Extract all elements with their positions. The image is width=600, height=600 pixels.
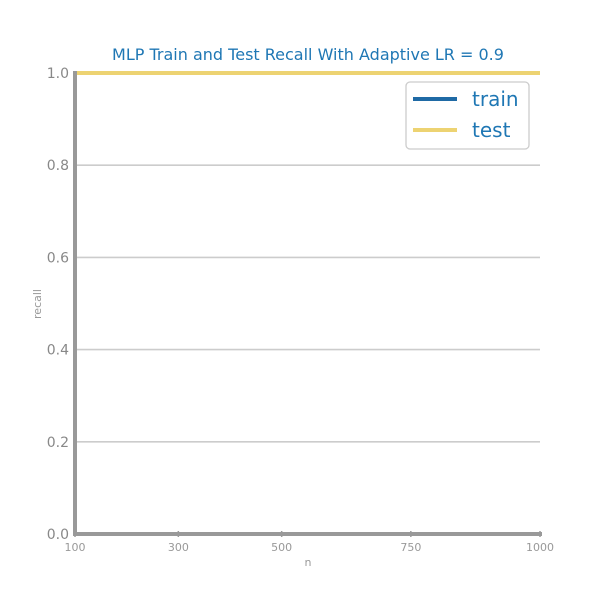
legend-label-test: test <box>472 118 511 142</box>
chart-title: MLP Train and Test Recall With Adaptive … <box>112 45 504 64</box>
y-tick-label: 1.0 <box>47 66 69 82</box>
y-tick-label: 0.6 <box>47 250 69 266</box>
tick-labels: 0.0 0.2 0.4 0.6 0.8 1.0 100 300 500 750 1000 <box>47 66 554 554</box>
axes <box>73 71 542 537</box>
x-tick-label: 1000 <box>526 541 554 554</box>
y-tick-label: 0.4 <box>47 343 69 359</box>
x-tick-label: 500 <box>271 541 292 554</box>
x-tick-label: 750 <box>400 541 421 554</box>
y-tick-label: 0.8 <box>47 158 69 174</box>
legend: train test <box>405 81 530 150</box>
y-tick-label: 0.0 <box>47 527 69 543</box>
legend-label-train: train <box>472 87 519 111</box>
x-tick-label: 300 <box>168 541 189 554</box>
grid-lines <box>75 164 540 443</box>
y-tick-label: 0.2 <box>47 435 69 451</box>
x-tick-label: 100 <box>65 541 86 554</box>
x-axis-label: n <box>305 556 312 569</box>
y-axis-label: recall <box>31 289 44 319</box>
